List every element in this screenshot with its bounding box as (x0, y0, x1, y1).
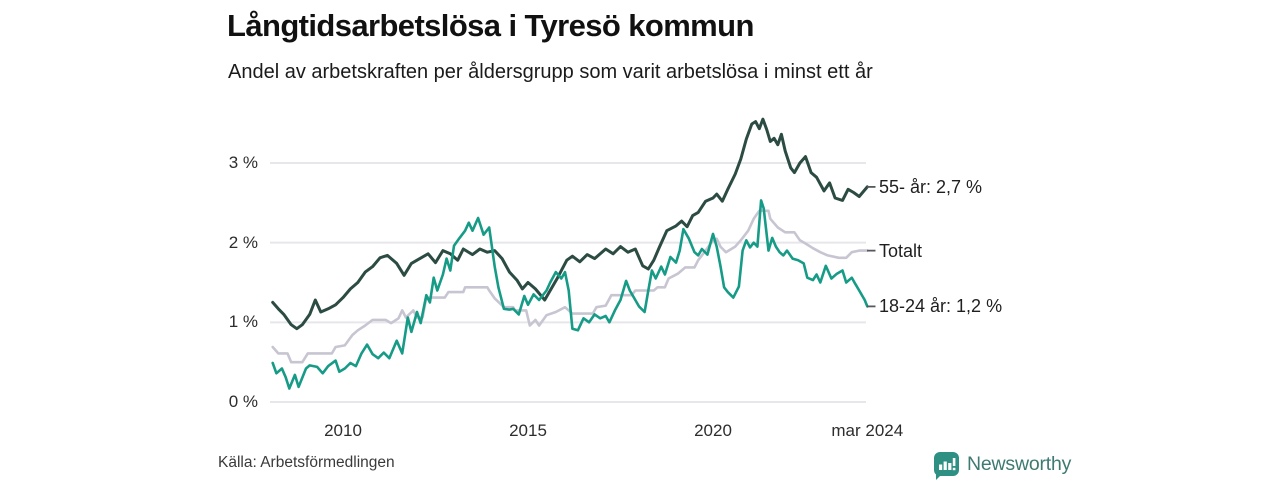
series-line-totalt (271, 209, 869, 364)
x-axis-tick-label: 2010 (324, 421, 362, 440)
x-axis-tick-label: 2015 (509, 421, 547, 440)
series-line-55-ar (271, 117, 869, 331)
newsworthy-logo: Newsworthy (934, 450, 1071, 478)
series-end-label-55-ar: 55- år: 2,7 % (879, 176, 983, 197)
y-axis-tick-label: 2 % (228, 232, 258, 252)
x-axis-tick-label: mar 2024 (831, 421, 904, 440)
y-axis-tick-label: 1 % (228, 312, 258, 332)
chart-title: Långtidsarbetslösa i Tyresö kommun (227, 8, 754, 43)
series-line-18-24-ar (271, 199, 869, 390)
y-axis-tick-label: 3 % (228, 152, 258, 172)
newsworthy-wordmark: Newsworthy (967, 452, 1072, 475)
y-axis-tick-label: 0 % (228, 392, 258, 411)
chart-subtitle: Andel av arbetskraften per åldersgrupp s… (228, 61, 873, 83)
x-axis-tick-label: 2020 (694, 421, 732, 440)
series-end-label-totalt: Totalt (879, 240, 923, 261)
newsworthy-logo-icon (934, 452, 959, 476)
series-end-label-18-24-ar: 18-24 år: 1,2 % (879, 296, 1003, 317)
source-caption: Källa: Arbetsförmedlingen (218, 454, 395, 471)
